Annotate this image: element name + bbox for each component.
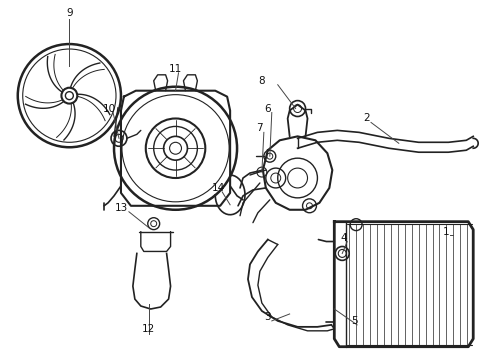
Text: 14: 14 [212,183,225,193]
Text: 9: 9 [66,8,73,18]
Text: 10: 10 [102,104,116,113]
Text: 8: 8 [259,76,265,86]
Text: 5: 5 [351,316,358,326]
Text: 2: 2 [364,113,370,123]
Text: 4: 4 [341,233,347,243]
Text: 3: 3 [265,312,271,322]
Text: 13: 13 [114,203,127,213]
Text: 12: 12 [142,324,155,334]
Text: 11: 11 [169,64,182,74]
Text: 1: 1 [443,226,450,237]
Text: 6: 6 [265,104,271,113]
Text: 7: 7 [257,123,263,134]
